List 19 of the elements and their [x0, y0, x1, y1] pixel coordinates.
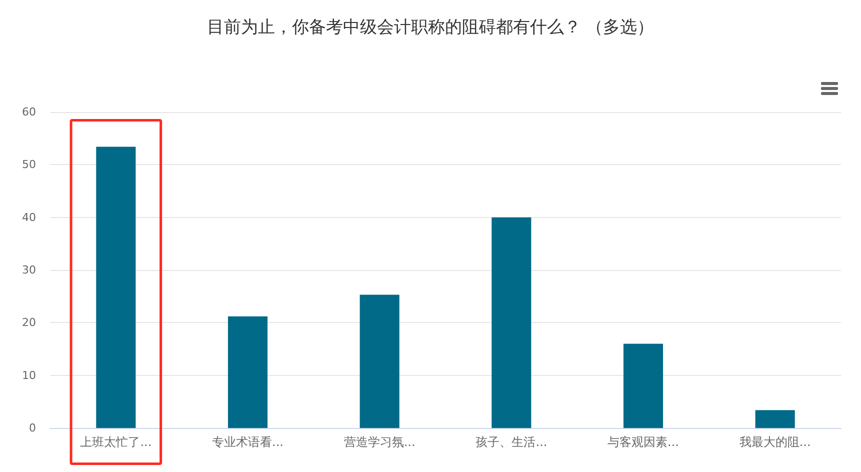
x-tick-label: 孩子、生活...: [476, 435, 548, 449]
y-tick-label: 10: [22, 368, 36, 382]
y-tick-label: 40: [22, 210, 36, 224]
y-tick-label: 60: [22, 106, 36, 118]
y-tick-label: 20: [22, 316, 36, 330]
x-tick-label: 上班太忙了...: [80, 435, 152, 449]
x-tick-label: 与客观因素...: [608, 435, 679, 449]
bar: [755, 410, 795, 428]
bar: [360, 294, 400, 428]
bar: [492, 217, 532, 428]
bar: [228, 316, 268, 428]
x-tick-label: 营造学习氛...: [344, 435, 416, 449]
y-tick-label: 50: [22, 158, 36, 172]
bar: [623, 344, 664, 428]
chart-title: 目前为止，你备考中级会计职称的阻碍都有什么？ （多选）: [206, 18, 654, 38]
y-tick-label: 30: [22, 264, 36, 276]
x-tick-label: 专业术语看...: [212, 435, 284, 449]
x-tick-label: 我最大的阻...: [739, 435, 811, 449]
y-tick-label: 0: [29, 422, 36, 434]
